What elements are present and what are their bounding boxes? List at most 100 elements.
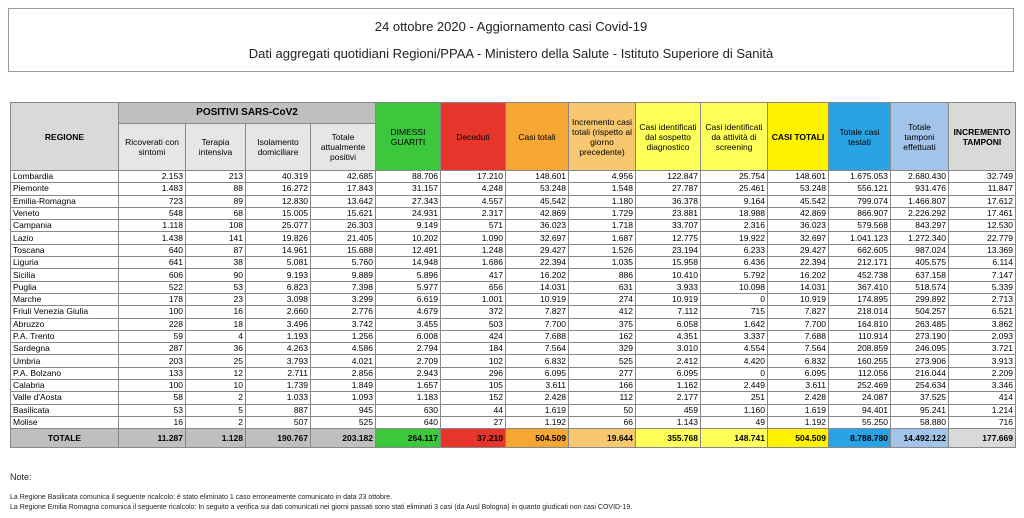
value-cell: 7.688 bbox=[505, 329, 569, 344]
value-cell: 6.832 bbox=[505, 354, 569, 368]
value-cell: 1.193 bbox=[245, 329, 311, 344]
value-cell: 296 bbox=[440, 366, 506, 381]
value-cell: 10 bbox=[185, 379, 246, 393]
value-cell: 23.194 bbox=[635, 243, 701, 258]
value-cell: 273.190 bbox=[890, 329, 949, 344]
value-cell: 18 bbox=[185, 317, 246, 331]
value-cell: 6.114 bbox=[948, 256, 1016, 270]
value-cell: 88 bbox=[185, 182, 246, 196]
column-header: Totale tamponi effettuati bbox=[890, 102, 949, 171]
value-cell: 15.621 bbox=[310, 206, 376, 221]
region-cell: Basilicata bbox=[10, 403, 119, 417]
column-header: Totale casi testati bbox=[828, 102, 891, 171]
value-cell: 36.023 bbox=[505, 219, 569, 233]
value-cell: 16.272 bbox=[245, 182, 311, 196]
value-cell: 6.058 bbox=[635, 317, 701, 331]
value-cell: 2.428 bbox=[767, 391, 829, 405]
value-cell: 58.880 bbox=[890, 415, 949, 430]
value-cell: 459 bbox=[635, 403, 701, 417]
value-cell: 299.892 bbox=[890, 292, 949, 307]
value-cell: 2.776 bbox=[310, 305, 376, 319]
value-cell: 4.679 bbox=[375, 305, 441, 319]
value-cell: 2.713 bbox=[948, 292, 1016, 307]
value-cell: 108 bbox=[185, 219, 246, 233]
column-header: REGIONE bbox=[10, 102, 119, 171]
value-cell: 7.700 bbox=[767, 317, 829, 331]
value-cell: 1.642 bbox=[700, 317, 768, 331]
value-cell: 1.248 bbox=[440, 243, 506, 258]
region-cell: Piemonte bbox=[10, 182, 119, 196]
value-cell: 42.685 bbox=[310, 169, 376, 184]
value-cell: 7.112 bbox=[635, 305, 701, 319]
value-cell: 5.792 bbox=[700, 268, 768, 282]
total-cell: 11.287 bbox=[118, 428, 186, 449]
data-row: Lombardia 2.153 213 40.319 42.685 88.706 17.21… bbox=[10, 169, 1016, 184]
value-cell: 40.319 bbox=[245, 169, 311, 184]
value-cell: 53.248 bbox=[505, 182, 569, 196]
value-cell: 252.469 bbox=[828, 379, 891, 393]
data-row: Marche 178 23 3.098 3.299 6.619 1.001 10.919 274… bbox=[10, 292, 1016, 307]
value-cell: 1.438 bbox=[118, 231, 186, 245]
value-cell: 18.988 bbox=[700, 206, 768, 221]
value-cell: 931.476 bbox=[890, 182, 949, 196]
value-cell: 23 bbox=[185, 292, 246, 307]
value-cell: 414 bbox=[948, 391, 1016, 405]
value-cell: 2.794 bbox=[375, 342, 441, 356]
title: 24 ottobre 2020 - Aggiornamento casi Cov… bbox=[374, 19, 648, 34]
value-cell: 3.098 bbox=[245, 292, 311, 307]
value-cell: 7.147 bbox=[948, 268, 1016, 282]
column-header: Ricoverati con sintomi bbox=[118, 123, 186, 171]
value-cell: 11.847 bbox=[948, 182, 1016, 196]
value-cell: 641 bbox=[118, 256, 186, 270]
value-cell: 571 bbox=[440, 219, 506, 233]
value-cell: 14.031 bbox=[505, 280, 569, 294]
value-cell: 4.586 bbox=[310, 342, 376, 356]
value-cell: 32.749 bbox=[948, 169, 1016, 184]
value-cell: 504.257 bbox=[890, 305, 949, 319]
region-cell: Sardegna bbox=[10, 342, 119, 356]
value-cell: 13.642 bbox=[310, 194, 376, 208]
region-cell: Sicilia bbox=[10, 268, 119, 282]
data-row: P.A. Bolzano 133 12 2.711 2.856 2.943 296 6.095… bbox=[10, 366, 1016, 381]
value-cell: 89 bbox=[185, 194, 246, 208]
value-cell: 148.601 bbox=[505, 169, 569, 184]
value-cell: 3.721 bbox=[948, 342, 1016, 356]
value-cell: 100 bbox=[118, 305, 186, 319]
data-row: Puglia 522 53 6.823 7.398 5.977 656 14.031 631 3.… bbox=[10, 280, 1016, 294]
value-cell: 2.317 bbox=[440, 206, 506, 221]
value-cell: 715 bbox=[700, 305, 768, 319]
value-cell: 1.214 bbox=[948, 403, 1016, 417]
value-cell: 1.739 bbox=[245, 379, 311, 393]
data-row: Veneto 548 68 15.005 15.621 24.931 2.317 42.869… bbox=[10, 206, 1016, 221]
note-line: La Regione Basilicata comunica il seguen… bbox=[10, 494, 393, 501]
subtitle: Dati aggregati quotidiani Regioni/PPAA -… bbox=[248, 46, 774, 61]
value-cell: 19.922 bbox=[700, 231, 768, 245]
value-cell: 36.378 bbox=[635, 194, 701, 208]
value-cell: 53 bbox=[185, 280, 246, 294]
value-cell: 9.149 bbox=[375, 219, 441, 233]
value-cell: 2.093 bbox=[948, 329, 1016, 344]
value-cell: 37.525 bbox=[890, 391, 949, 405]
value-cell: 1.548 bbox=[568, 182, 636, 196]
value-cell: 17.210 bbox=[440, 169, 506, 184]
group-header: POSITIVI SARS-CoV2 bbox=[118, 102, 376, 124]
value-cell: 228 bbox=[118, 317, 186, 331]
value-cell: 25.461 bbox=[700, 182, 768, 196]
data-row: Emilia-Romagna 723 89 12.830 13.642 27.343 4.5… bbox=[10, 194, 1016, 208]
value-cell: 4.021 bbox=[310, 354, 376, 368]
value-cell: 3.933 bbox=[635, 280, 701, 294]
value-cell: 162 bbox=[568, 329, 636, 344]
value-cell: 2.711 bbox=[245, 366, 311, 381]
column-header: Totale attualmente positivi bbox=[310, 123, 376, 171]
value-cell: 723 bbox=[118, 194, 186, 208]
value-cell: 1.143 bbox=[635, 415, 701, 430]
value-cell: 4.554 bbox=[700, 342, 768, 356]
value-cell: 4.263 bbox=[245, 342, 311, 356]
value-cell: 94.401 bbox=[828, 403, 891, 417]
value-cell: 27 bbox=[440, 415, 506, 430]
column-header: Terapia intensiva bbox=[185, 123, 246, 171]
value-cell: 21.405 bbox=[310, 231, 376, 245]
value-cell: 1.041.123 bbox=[828, 231, 891, 245]
value-cell: 1.483 bbox=[118, 182, 186, 196]
value-cell: 29.427 bbox=[767, 243, 829, 258]
